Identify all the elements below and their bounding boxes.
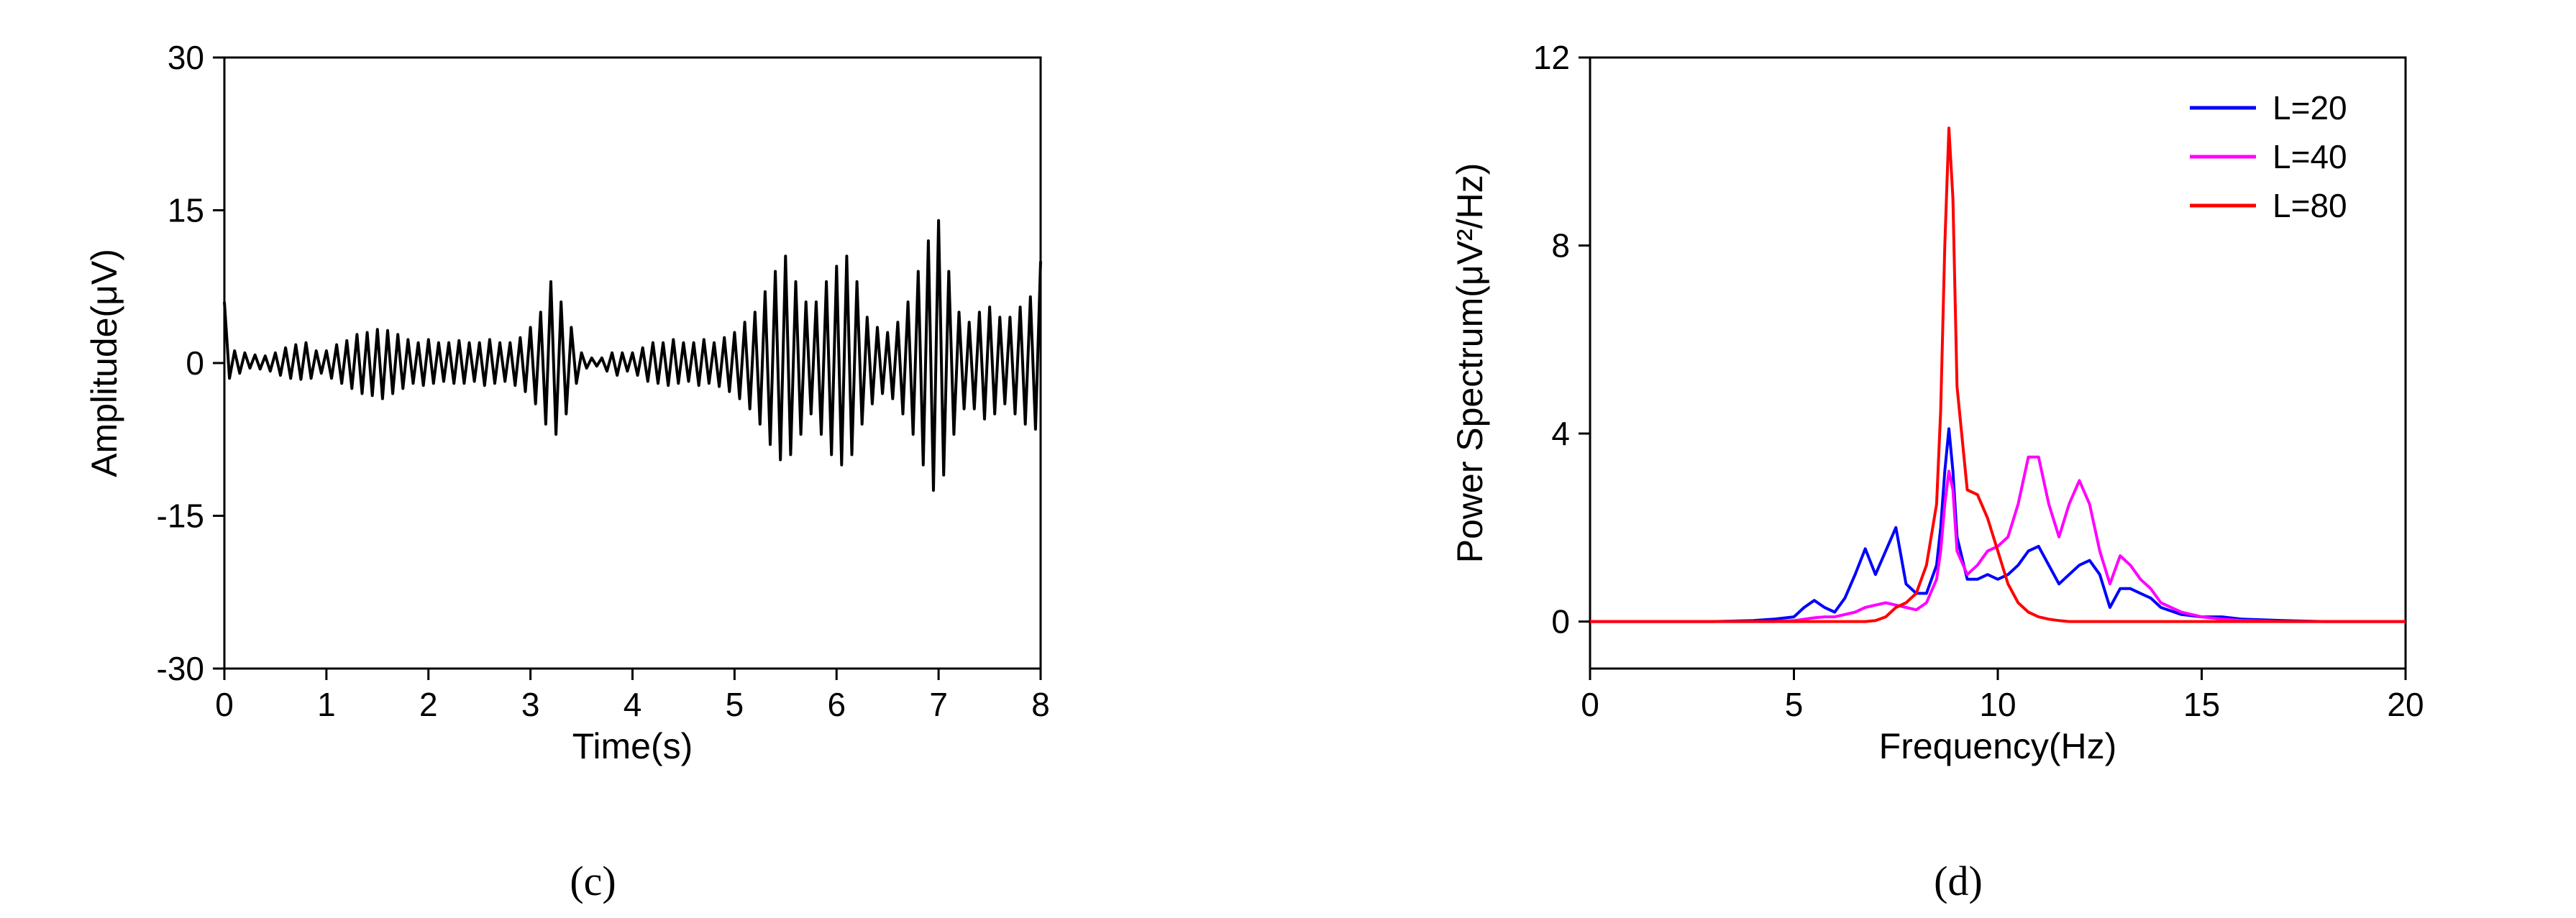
data-line bbox=[1590, 427, 2406, 623]
x-tick-label: 3 bbox=[521, 686, 540, 723]
x-tick-label: 0 bbox=[215, 686, 234, 723]
x-axis-label: Frequency(Hz) bbox=[1879, 726, 2117, 766]
y-tick-label: 4 bbox=[1551, 415, 1570, 452]
x-tick-label: 7 bbox=[929, 686, 948, 723]
x-tick-label: 5 bbox=[726, 686, 744, 723]
x-tick-label: 4 bbox=[624, 686, 642, 723]
y-tick-label: 30 bbox=[168, 39, 204, 76]
y-tick-label: -15 bbox=[157, 497, 204, 535]
y-tick-label: 0 bbox=[1551, 603, 1570, 641]
y-axis-label: Power Spectrum(μV²/Hz) bbox=[1450, 163, 1490, 564]
x-tick-label: 1 bbox=[317, 686, 336, 723]
legend-label: L=20 bbox=[2273, 89, 2347, 127]
data-line bbox=[1590, 455, 2406, 623]
x-tick-label: 20 bbox=[2387, 686, 2424, 723]
y-tick-label: 0 bbox=[186, 344, 204, 382]
x-tick-label: 2 bbox=[419, 686, 438, 723]
x-tick-label: 10 bbox=[1979, 686, 2016, 723]
y-tick-label: 12 bbox=[1533, 39, 1570, 76]
data-line bbox=[1590, 127, 2406, 623]
caption: (d) bbox=[1934, 858, 1983, 904]
plot-frame bbox=[223, 56, 1042, 670]
x-tick-label: 5 bbox=[1785, 686, 1804, 723]
x-tick-label: 8 bbox=[1031, 686, 1050, 723]
x-tick-label: 0 bbox=[1581, 686, 1599, 723]
caption: (c) bbox=[570, 858, 616, 904]
x-tick-label: 6 bbox=[827, 686, 846, 723]
x-tick-label: 15 bbox=[2183, 686, 2220, 723]
legend-label: L=80 bbox=[2273, 187, 2347, 224]
y-tick-label: -30 bbox=[157, 650, 204, 687]
y-tick-label: 8 bbox=[1551, 227, 1570, 265]
legend-label: L=40 bbox=[2273, 138, 2347, 175]
x-axis-label: Time(s) bbox=[572, 726, 693, 766]
y-axis-label: Amplitude(μV) bbox=[84, 249, 124, 477]
y-tick-label: 15 bbox=[168, 192, 204, 229]
data-line bbox=[223, 219, 1042, 492]
